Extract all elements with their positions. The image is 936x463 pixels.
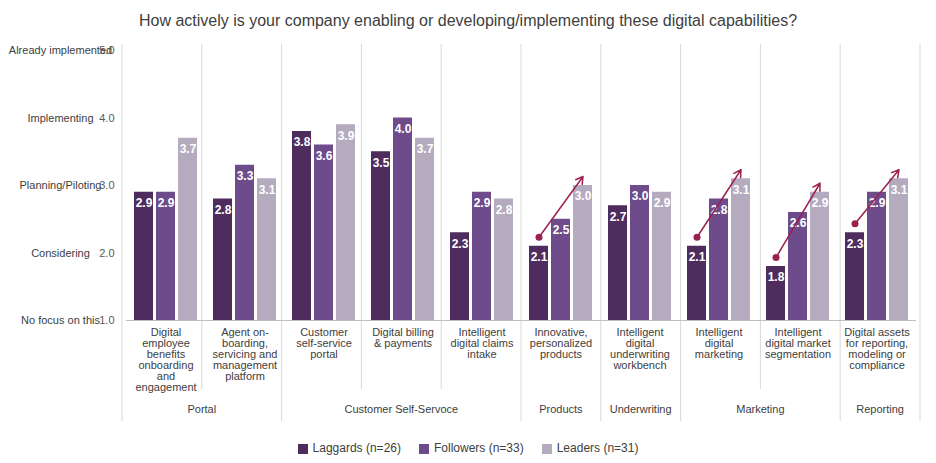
svg-text:3.1: 3.1	[733, 183, 750, 197]
svg-text:2.9: 2.9	[654, 196, 671, 210]
svg-text:2.0: 2.0	[99, 247, 114, 259]
svg-text:3.7: 3.7	[417, 142, 434, 156]
svg-text:3.9: 3.9	[338, 129, 355, 143]
svg-text:2.5: 2.5	[553, 223, 570, 237]
html-text:How actively is your company e: How actively is your company enabling or…	[138, 12, 798, 29]
svg-text:3.1: 3.1	[891, 183, 908, 197]
svg-text:2.8: 2.8	[711, 203, 728, 217]
html-text:Followers (n=33): Followers (n=33)	[434, 441, 524, 455]
svg-text:3.6: 3.6	[316, 149, 333, 163]
svg-text:4.0: 4.0	[395, 122, 412, 136]
svg-text:3.7: 3.7	[180, 142, 197, 156]
svg-text:Reporting: Reporting	[856, 403, 904, 415]
svg-text:1.8: 1.8	[768, 270, 785, 284]
svg-text:Agent on-boarding,servicing an: Agent on-boarding,servicing andmanagemen…	[213, 326, 278, 382]
svg-text:2.9: 2.9	[158, 196, 175, 210]
svg-text:2.3: 2.3	[847, 237, 864, 251]
svg-text:3.0: 3.0	[99, 179, 114, 191]
svg-text:2.9: 2.9	[136, 196, 153, 210]
svg-text:Underwriting: Underwriting	[610, 403, 672, 415]
svg-text:3.1: 3.1	[259, 183, 276, 197]
svg-text:2.8: 2.8	[496, 203, 513, 217]
svg-text:Customer Self-Servoce: Customer Self-Servoce	[344, 403, 458, 415]
svg-text:Intelligentdigitalunderwriting: Intelligentdigitalunderwritingworkbench	[610, 326, 670, 371]
svg-text:3.3: 3.3	[237, 169, 254, 183]
svg-text:2.8: 2.8	[215, 203, 232, 217]
svg-text:2.9: 2.9	[812, 196, 829, 210]
svg-text:2.9: 2.9	[868, 196, 886, 211]
html-text:Laggards (n=26): Laggards (n=26)	[312, 441, 401, 455]
svg-text:Innovative,personalizedproduct: Innovative,personalizedproducts	[530, 326, 592, 360]
svg-text:Intelligentdigitalmarketing: Intelligentdigitalmarketing	[695, 326, 743, 360]
svg-text:Digital billing& payments: Digital billing& payments	[372, 326, 434, 349]
svg-text:Customerself-serviceportal: Customerself-serviceportal	[296, 326, 352, 360]
svg-text:Marketing: Marketing	[736, 403, 784, 415]
svg-text:Planning/Piloting: Planning/Piloting	[20, 179, 102, 191]
svg-text:Intelligentdigital claimsintak: Intelligentdigital claimsintake	[451, 326, 514, 360]
svg-text:No focus on this: No focus on this	[21, 314, 100, 326]
svg-text:Intelligentdigital marketsegme: Intelligentdigital marketsegmentation	[765, 326, 831, 360]
svg-text:Digitalemployeebenefitsonboard: Digitalemployeebenefitsonboardingandenga…	[135, 326, 196, 393]
svg-text:Portal: Portal	[187, 403, 216, 415]
svg-text:Considering: Considering	[31, 247, 90, 259]
svg-text:2.1: 2.1	[689, 250, 706, 264]
svg-text:2.9: 2.9	[474, 196, 491, 210]
svg-text:Digital assetsfor reporting,mo: Digital assetsfor reporting,modeling orc…	[844, 326, 910, 371]
svg-text:2.3: 2.3	[452, 237, 469, 251]
svg-text:Products: Products	[539, 403, 583, 415]
svg-text:3.0: 3.0	[632, 189, 649, 203]
svg-text:2.6: 2.6	[790, 216, 807, 230]
svg-text:2.1: 2.1	[531, 250, 548, 264]
html-text:Leaders (n=31): Leaders (n=31)	[556, 441, 639, 455]
svg-text:4.0: 4.0	[99, 112, 114, 124]
svg-text:Already implemented: Already implemented	[9, 44, 112, 56]
svg-text:2.7: 2.7	[610, 210, 627, 224]
svg-text:Implementing: Implementing	[27, 112, 93, 124]
svg-text:1.0: 1.0	[99, 314, 114, 326]
svg-text:3.0: 3.0	[575, 189, 592, 203]
svg-text:3.8: 3.8	[294, 135, 311, 149]
svg-text:3.5: 3.5	[373, 156, 390, 170]
